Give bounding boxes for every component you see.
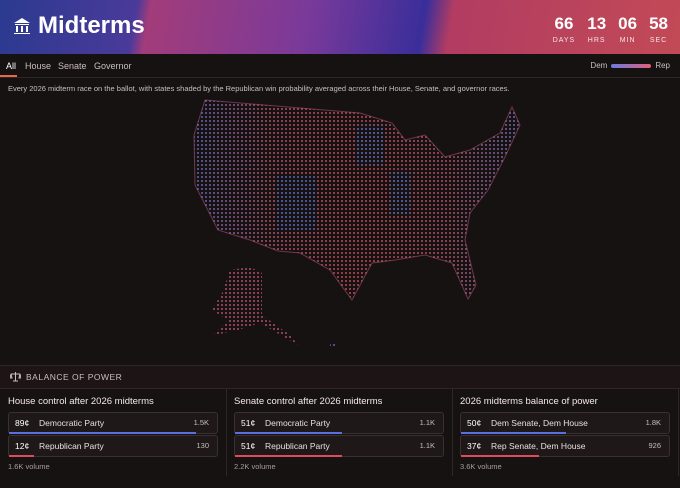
title-text: Midterms <box>38 12 145 39</box>
market-volume: 1.6K volume <box>8 462 50 471</box>
market-card: Senate control after 2026 midterms 51¢ Dem… <box>226 388 453 476</box>
outcome-price: 51¢ <box>241 418 256 428</box>
countdown-label: SEC <box>649 37 668 44</box>
active-tab-indicator <box>0 75 17 77</box>
outcome-row[interactable]: 50¢ Dem Senate, Dem House 1.8K <box>460 412 670 434</box>
us-outline <box>193 99 521 301</box>
price-bar <box>235 432 343 434</box>
outcome-name: Dem Senate, Dem House <box>491 418 588 428</box>
outcome-name: Rep Senate, Dem House <box>491 441 586 451</box>
outcome-price: 50¢ <box>467 418 482 428</box>
countdown-value: 13 <box>587 14 607 33</box>
outcome-row[interactable]: 37¢ Rep Senate, Dem House 926 <box>460 435 670 457</box>
outcome-price: 37¢ <box>467 441 482 451</box>
tab[interactable]: Senate <box>58 61 87 71</box>
scale-icon <box>10 372 21 382</box>
outcome-volume: 130 <box>196 441 209 450</box>
price-bar <box>461 455 539 457</box>
tab[interactable]: All <box>6 61 17 71</box>
banner: Midterms 66 DAYS 13 HRS 06 MIN 58 SEC <box>0 0 680 54</box>
section-header: BALANCE OF POWER <box>0 365 680 389</box>
section-title: BALANCE OF POWER <box>26 372 123 382</box>
outcome-volume: 1.5K <box>193 418 209 427</box>
outcome-volume: 1.1K <box>419 418 435 427</box>
legend-high: Rep <box>655 61 670 70</box>
market-volume: 3.6K volume <box>460 462 502 471</box>
market-title: House control after 2026 midterms <box>8 396 154 407</box>
capitol-icon <box>14 18 30 34</box>
market-card: 2026 midterms balance of power 50¢ Dem Sen… <box>452 388 679 476</box>
countdown: 66 DAYS 13 HRS 06 MIN 58 SEC <box>553 14 668 44</box>
price-bar <box>9 455 35 457</box>
outcome-row[interactable]: 51¢ Republican Party 1.1K <box>234 435 444 457</box>
price-bar <box>9 432 196 434</box>
outcome-volume: 1.1K <box>419 441 435 450</box>
price-bar <box>235 455 343 457</box>
outcome-row[interactable]: 51¢ Democratic Party 1.1K <box>234 412 444 434</box>
outcome-volume: 926 <box>648 441 661 450</box>
outcome-volume: 1.8K <box>645 418 661 427</box>
outcome-price: 51¢ <box>241 441 256 451</box>
outcome-name: Republican Party <box>265 441 330 451</box>
outcome-name: Democratic Party <box>39 418 105 428</box>
tabs: Dem Rep All House Senate Governor <box>0 55 680 78</box>
countdown-label: DAYS <box>552 37 576 44</box>
countdown-label: HRS <box>587 37 606 44</box>
countdown-unit: 13 HRS <box>587 14 606 44</box>
countdown-unit: 06 MIN <box>618 14 637 44</box>
outcome-name: Democratic Party <box>265 418 331 428</box>
countdown-value: 58 <box>649 14 668 33</box>
countdown-unit: 66 DAYS <box>553 14 576 44</box>
title: Midterms <box>12 12 145 40</box>
price-bar <box>461 432 566 434</box>
countdown-unit: 58 SEC <box>649 14 668 44</box>
market-title: Senate control after 2026 midterms <box>234 396 383 407</box>
legend-low: Dem <box>590 61 608 70</box>
tab[interactable]: Governor <box>94 61 132 71</box>
outcome-price: 89¢ <box>15 418 30 428</box>
us-map <box>193 99 521 348</box>
market-title: 2026 midterms balance of power <box>460 396 598 407</box>
countdown-value: 06 <box>618 14 638 33</box>
market-card: House control after 2026 midterms 89¢ Demo… <box>0 388 227 476</box>
countdown-value: 66 <box>554 14 574 33</box>
description: Every 2026 midterm race on the ballot, w… <box>8 84 510 93</box>
outcome-row[interactable]: 89¢ Democratic Party 1.5K <box>8 412 218 434</box>
legend: Dem Rep <box>590 61 670 70</box>
legend-gradient <box>611 63 652 68</box>
countdown-label: MIN <box>619 37 636 44</box>
outcome-name: Republican Party <box>39 441 104 451</box>
outcome-row[interactable]: 12¢ Republican Party 130 <box>8 435 218 457</box>
market-volume: 2.2K volume <box>234 462 276 471</box>
tab[interactable]: House <box>25 61 52 71</box>
outcome-price: 12¢ <box>15 441 30 451</box>
